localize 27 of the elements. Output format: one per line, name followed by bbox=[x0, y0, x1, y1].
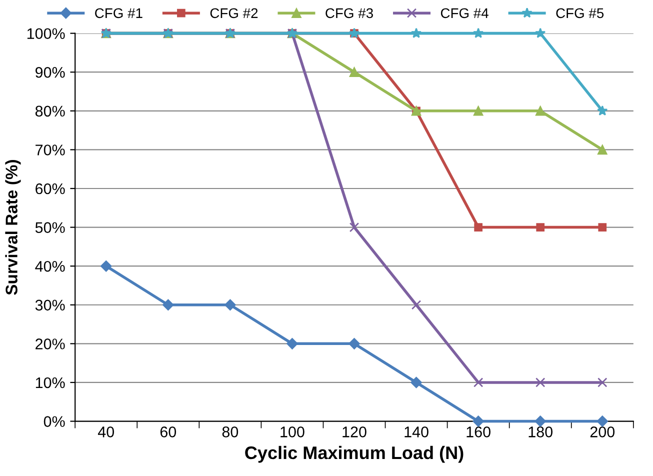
legend-label: CFG #4 bbox=[440, 8, 488, 18]
y-tick-label: 50% bbox=[35, 222, 65, 233]
y-tick-label: 10% bbox=[36, 377, 65, 388]
y-tick-label: 80% bbox=[35, 106, 65, 117]
y-tick-label: 30% bbox=[35, 300, 65, 311]
x-tick-label: 200 bbox=[590, 426, 615, 438]
y-tick-label: 0% bbox=[44, 416, 65, 427]
x-axis-title: Cyclic Maximum Load (N) bbox=[245, 446, 464, 463]
x-tick-label: 100 bbox=[280, 426, 304, 438]
legend-label: CFG #1 bbox=[95, 8, 142, 18]
x-tick-label: 160 bbox=[466, 426, 490, 438]
y-tick-label: 90% bbox=[36, 66, 65, 78]
y-tick-label: 70% bbox=[36, 144, 65, 156]
x-tick-label: 60 bbox=[160, 426, 176, 438]
x-tick-label: 120 bbox=[342, 426, 366, 438]
x-tick-label: 140 bbox=[404, 426, 428, 438]
legend-label: CFG #2 bbox=[210, 8, 258, 18]
y-axis-title: Survival Rate (%) bbox=[5, 160, 21, 295]
legend-label: CFG #3 bbox=[326, 8, 373, 18]
x-tick-label: 180 bbox=[528, 426, 553, 438]
x-tick-label: 40 bbox=[98, 426, 114, 438]
y-tick-label: 100% bbox=[27, 28, 65, 40]
y-tick-label: 60% bbox=[36, 183, 65, 194]
y-tick-label: 20% bbox=[36, 338, 65, 350]
legend-label: CFG #5 bbox=[556, 8, 604, 18]
x-tick-label: 80 bbox=[222, 426, 238, 438]
y-tick-label: 40% bbox=[35, 260, 65, 272]
